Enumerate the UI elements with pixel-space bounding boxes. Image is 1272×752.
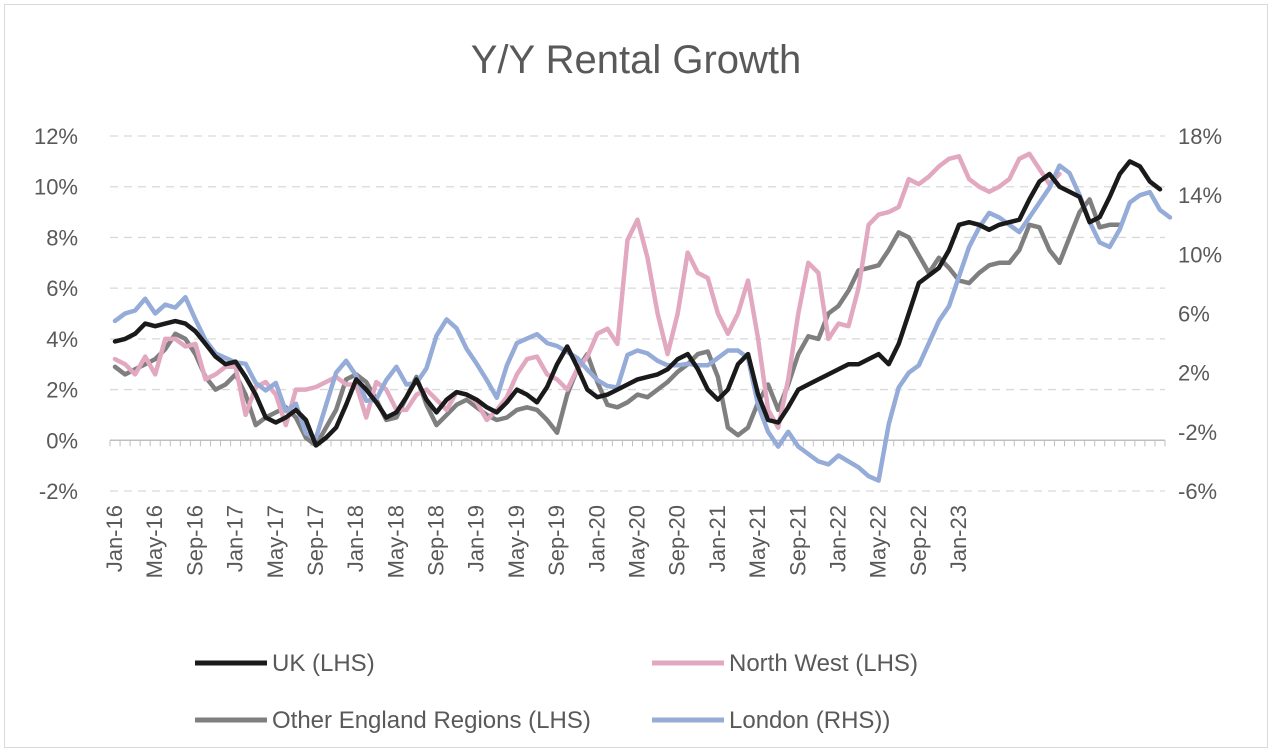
left-y-tick-label: 2% (46, 378, 78, 403)
series-line-london-rhs (112, 163, 1173, 483)
x-tick-label: May-20 (625, 505, 650, 578)
legend-label-other-england-regions-lhs: Other England Regions (LHS) (272, 707, 591, 734)
left-y-axis: -2% 0% 2% 4% 6% 8% 10% 12% (34, 124, 78, 504)
x-tick-label: Jan-21 (705, 505, 730, 572)
x-tick-label: May-19 (504, 505, 529, 578)
left-y-tick-label: 12% (34, 124, 78, 149)
legend-label-uk-lhs: UK (LHS) (272, 650, 375, 677)
series-line-north-west-lhs (112, 151, 1062, 430)
gridlines (110, 135, 1165, 492)
x-tick-label: Sep-16 (182, 505, 207, 576)
right-y-tick-label: 10% (1178, 242, 1222, 267)
x-axis: Jan-16 May-16 Sep-16 Jan-17 May-17 Sep-17 Jan-… (102, 440, 1166, 578)
x-tick-label: Jan-16 (102, 505, 127, 572)
chart-title: Y/Y Rental Growth (470, 38, 802, 82)
x-tick-label: Jan-20 (584, 505, 609, 572)
x-tick-label: May-16 (142, 505, 167, 578)
x-tick-label: Jan-18 (343, 505, 368, 572)
x-tick-label: Sep-19 (544, 505, 569, 576)
x-tick-label: Jan-23 (946, 505, 971, 572)
left-y-tick-label: 8% (46, 225, 78, 250)
x-tick-label: May-22 (866, 505, 891, 578)
x-tick-label: Jan-17 (223, 505, 248, 572)
legend-label-north-west-lhs: North West (LHS) (729, 650, 918, 677)
x-tick-label: Sep-20 (665, 505, 690, 576)
x-tick-label: Jan-19 (464, 505, 489, 572)
left-y-tick-label: 4% (46, 327, 78, 352)
right-y-tick-label: -2% (1178, 420, 1217, 445)
x-tick-label: May-17 (263, 505, 288, 578)
x-tick-label: Jan-22 (825, 505, 850, 572)
x-tick-label: Sep-21 (785, 505, 810, 576)
right-y-tick-label: 18% (1178, 124, 1222, 149)
legend: UK (LHS) North West (LHS) Other England Re… (195, 650, 918, 734)
series-lines (112, 151, 1173, 483)
legend-label-london-rhs: London (RHS)) (729, 707, 890, 734)
right-y-axis: -6% -2% 2% 6% 10% 14% 18% (1178, 124, 1222, 504)
right-y-tick-label: 2% (1178, 361, 1210, 386)
left-y-tick-label: -2% (39, 479, 78, 504)
series-line-uk-lhs (112, 159, 1163, 448)
x-tick-label: Sep-17 (303, 505, 328, 576)
x-tick-label: Sep-22 (906, 505, 931, 576)
left-y-tick-label: 10% (34, 175, 78, 200)
right-y-tick-label: -6% (1178, 479, 1217, 504)
x-tick-label: Sep-18 (424, 505, 449, 576)
right-y-tick-label: 14% (1178, 183, 1222, 208)
right-y-tick-label: 6% (1178, 302, 1210, 327)
left-y-tick-label: 0% (46, 428, 78, 453)
x-tick-label: May-21 (745, 505, 770, 578)
left-y-tick-label: 6% (46, 276, 78, 301)
x-tick-label: May-18 (383, 505, 408, 578)
